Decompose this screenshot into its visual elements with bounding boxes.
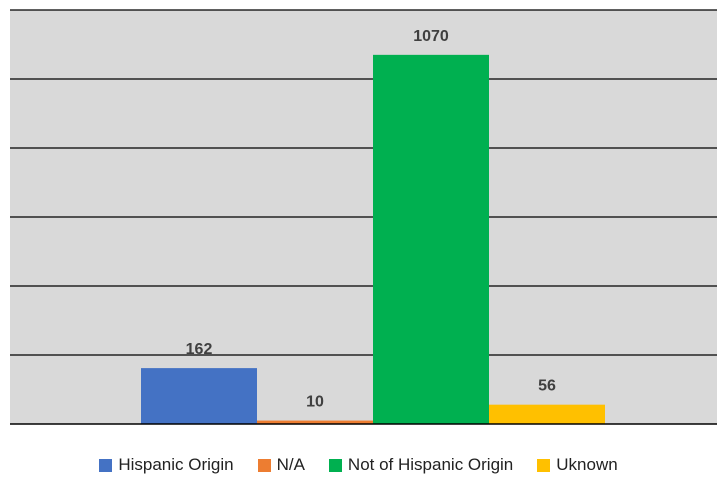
bar-hispanic-origin (141, 368, 257, 424)
legend-label: Uknown (556, 455, 618, 474)
legend-swatch (257, 458, 271, 472)
legend-item: Not of Hispanic Origin (328, 455, 514, 475)
legend-label: Hispanic Origin (118, 455, 234, 474)
legend-swatch (537, 458, 551, 472)
data-label: 10 (306, 394, 324, 411)
legend-item: Hispanic Origin (99, 455, 234, 475)
data-label: 56 (538, 378, 556, 395)
legend-item: N/A (257, 455, 305, 475)
legend-label: Not of Hispanic Origin (347, 455, 514, 474)
bar-uknown (489, 404, 605, 424)
bar-not-of-hispanic-origin (373, 54, 489, 424)
data-label: 162 (186, 341, 213, 358)
legend: Hispanic Origin N/A Not of Hispanic Origin… (0, 455, 717, 475)
legend-swatch (99, 458, 113, 472)
data-label: 1070 (413, 28, 449, 45)
legend-item: Uknown (537, 455, 618, 475)
legend-label: N/A (276, 455, 305, 474)
bar-n-a (257, 420, 373, 424)
legend-swatch (328, 458, 342, 472)
